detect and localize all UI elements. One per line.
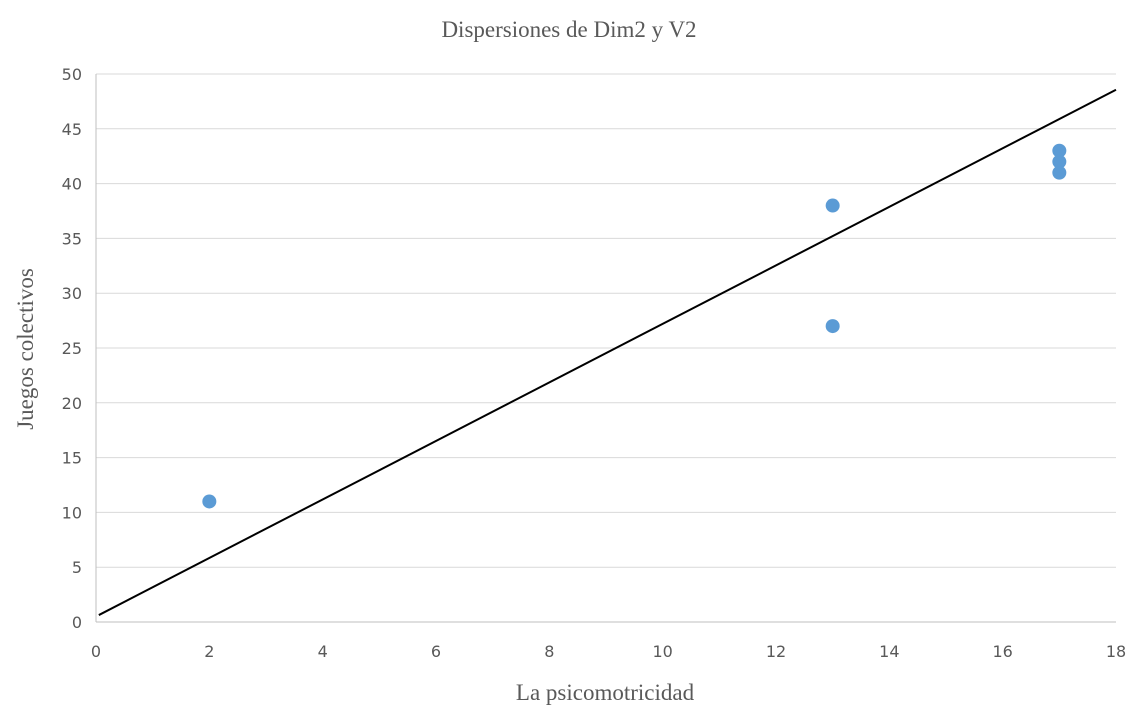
data-point — [1052, 143, 1067, 158]
x-tick-label: 2 — [204, 642, 214, 661]
y-tick-label: 30 — [62, 284, 82, 303]
x-tick-label: 18 — [1106, 642, 1126, 661]
x-tick-label: 14 — [879, 642, 899, 661]
y-tick-label: 40 — [62, 175, 82, 194]
x-tick-label: 4 — [318, 642, 328, 661]
y-tick-label: 50 — [62, 65, 82, 84]
y-axis-title: Juegos colectivos — [13, 268, 38, 430]
axes — [95, 74, 1116, 623]
y-tick-label: 45 — [62, 120, 82, 139]
x-tick-label: 6 — [431, 642, 441, 661]
y-tick-label: 10 — [62, 503, 82, 522]
y-tick-label: 35 — [62, 229, 82, 248]
x-tick-labels: 0 2 4 6 8 10 12 14 16 18 — [91, 642, 1126, 661]
x-axis-title: La psicomotricidad — [516, 680, 695, 705]
y-tick-label: 25 — [62, 339, 82, 358]
x-tick-label: 8 — [544, 642, 554, 661]
x-tick-label: 0 — [91, 642, 101, 661]
chart-title: Dispersiones de Dim2 y V2 — [441, 17, 696, 42]
data-point — [202, 494, 217, 509]
x-tick-label: 10 — [652, 642, 672, 661]
y-tick-label: 0 — [72, 613, 82, 632]
trendline — [98, 88, 1117, 616]
data-points — [202, 143, 1067, 509]
data-point — [1052, 154, 1067, 169]
data-point — [825, 198, 840, 213]
y-tick-labels: 0 5 10 15 20 25 30 35 40 45 50 — [62, 65, 82, 632]
x-tick-label: 16 — [992, 642, 1012, 661]
y-tick-label: 5 — [72, 558, 82, 577]
trendline-layer — [98, 88, 1117, 616]
gridlines — [96, 73, 1116, 568]
data-point — [825, 319, 840, 334]
x-tick-label: 12 — [766, 642, 786, 661]
y-tick-label: 15 — [62, 449, 82, 468]
y-tick-label: 20 — [62, 394, 82, 413]
data-point — [1052, 165, 1067, 180]
